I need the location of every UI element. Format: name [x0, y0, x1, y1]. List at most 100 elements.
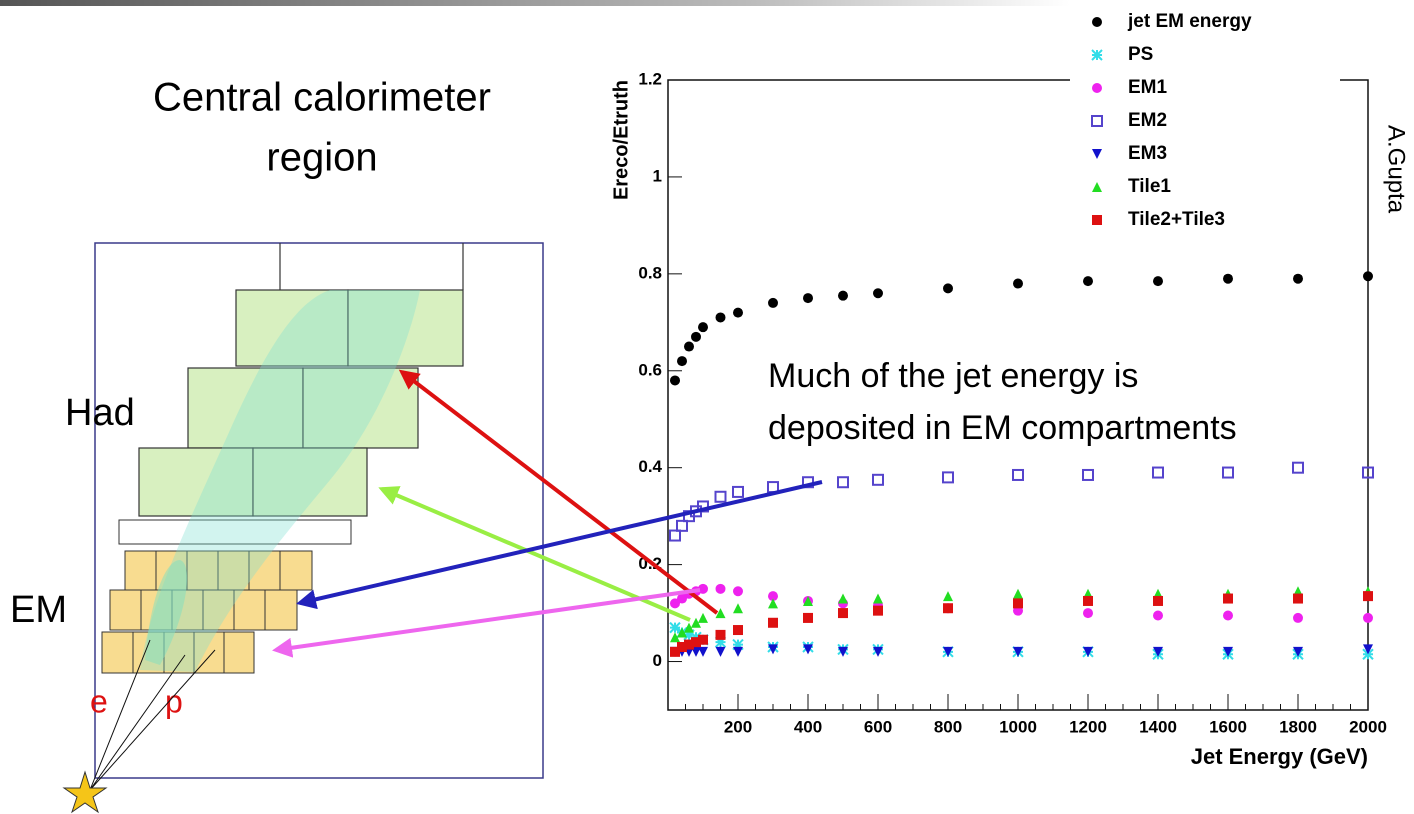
y-axis-label: Ereco/Etruth — [610, 80, 632, 200]
point — [691, 617, 701, 628]
point — [670, 375, 680, 386]
arrows — [272, 369, 823, 658]
point — [1223, 610, 1233, 621]
point — [838, 290, 848, 301]
x-tick-label: 600 — [864, 717, 892, 736]
point — [670, 646, 680, 657]
point — [1363, 591, 1373, 602]
point — [677, 356, 687, 367]
y-tick-label: 1.2 — [638, 69, 662, 88]
x-tick-label: 200 — [724, 717, 752, 736]
star — [62, 770, 108, 814]
point — [714, 636, 727, 648]
point — [1013, 278, 1023, 289]
point — [732, 638, 744, 651]
point — [714, 490, 727, 503]
legend-label: PS — [1128, 44, 1153, 65]
point — [1293, 593, 1303, 604]
point — [1013, 598, 1023, 609]
point — [691, 331, 701, 342]
point — [768, 644, 778, 655]
point — [670, 598, 680, 609]
point — [677, 627, 687, 638]
point — [1013, 646, 1023, 657]
point — [733, 603, 743, 614]
top-bar — [0, 0, 1070, 6]
legend-marker — [1091, 49, 1103, 61]
legend-label: jet EM energy — [1127, 11, 1252, 32]
point — [1083, 276, 1093, 287]
point — [1083, 608, 1093, 619]
diagram-title: Central calorimeter — [153, 76, 491, 120]
x-tick-label: 1600 — [1209, 717, 1247, 736]
point — [1153, 276, 1163, 287]
point — [1292, 461, 1304, 474]
frame — [94, 242, 544, 779]
point — [1013, 588, 1023, 599]
point — [1153, 646, 1163, 657]
point — [1082, 468, 1094, 481]
point — [768, 598, 778, 609]
point — [1293, 612, 1303, 623]
point — [1083, 595, 1093, 606]
point — [698, 634, 708, 645]
y-tick-label: 0.4 — [638, 457, 662, 476]
label-had: Had — [65, 392, 135, 434]
point — [872, 473, 884, 486]
diagram-title: region — [266, 136, 377, 180]
point — [1293, 646, 1303, 657]
point — [732, 485, 744, 498]
shower — [145, 560, 188, 665]
y-tick-label: 0.6 — [638, 360, 662, 379]
point — [698, 583, 708, 594]
point — [837, 476, 849, 489]
point — [733, 307, 743, 318]
point — [1012, 468, 1024, 481]
point — [1152, 466, 1164, 479]
point — [715, 312, 726, 323]
legend-label: EM1 — [1128, 77, 1168, 98]
point — [803, 644, 813, 655]
side-label: A.Gupta — [1383, 125, 1410, 214]
x-axis-label: Jet Energy (GeV) — [1191, 744, 1368, 769]
legend-label: Tile2+Tile3 — [1128, 209, 1225, 230]
point — [676, 519, 688, 532]
legend-marker — [1092, 17, 1102, 27]
diagram: Central calorimeter region Had EM e p — [10, 76, 544, 814]
x-tick-label: 2000 — [1349, 717, 1387, 736]
x-tick-label: 800 — [934, 717, 962, 736]
annotation: Much of the jet energy is — [768, 357, 1138, 395]
point — [698, 322, 708, 333]
legend-marker — [1092, 215, 1102, 225]
point — [1223, 646, 1233, 657]
point — [677, 593, 687, 604]
point — [943, 591, 953, 602]
point — [1083, 646, 1093, 657]
point — [1222, 466, 1234, 479]
point — [1223, 593, 1233, 604]
x-tick-label: 1000 — [999, 717, 1037, 736]
point — [942, 471, 954, 484]
point — [1363, 644, 1373, 655]
legend-marker — [1092, 149, 1102, 159]
point — [715, 608, 726, 619]
point — [670, 632, 680, 643]
point — [733, 625, 743, 636]
point — [803, 612, 813, 623]
point — [698, 612, 708, 623]
y-tick-label: 0.8 — [638, 263, 662, 282]
point — [733, 586, 743, 597]
annotation: deposited in EM compartments — [768, 409, 1237, 447]
point — [698, 646, 708, 657]
point — [873, 288, 883, 299]
point — [873, 646, 883, 657]
x-tick-label: 1200 — [1069, 717, 1107, 736]
point — [691, 637, 701, 648]
point — [768, 297, 778, 308]
had-blocks — [138, 243, 464, 517]
point — [838, 646, 848, 657]
x-tick-label: 400 — [794, 717, 822, 736]
legend-marker — [1092, 182, 1102, 192]
x-tick-label: 1400 — [1139, 717, 1177, 736]
